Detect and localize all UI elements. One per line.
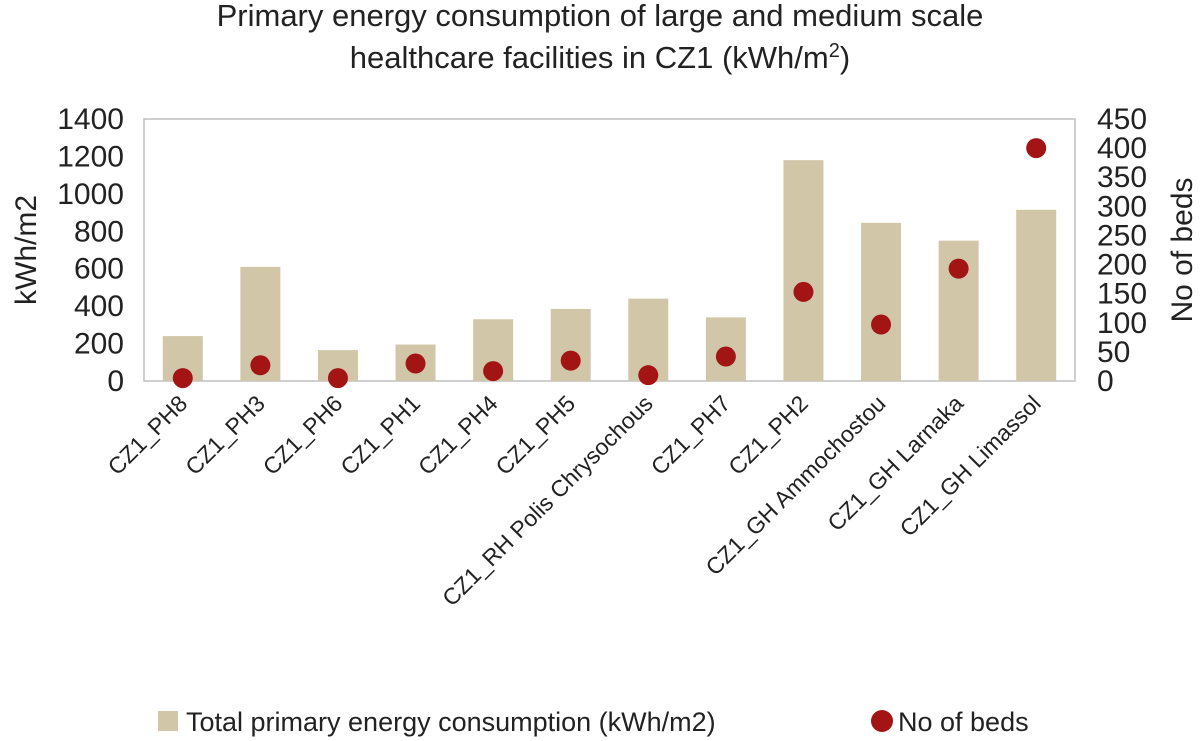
category-label-7: CZ1_PH7	[646, 390, 736, 480]
right-axis-title: No of beds	[1166, 177, 1199, 322]
plot-area	[143, 118, 1076, 382]
beds-series	[172, 138, 1047, 389]
chart-title-line-2: healthcare facilities in CZ1 (kWh/m2)	[350, 40, 850, 75]
right-tick-0: 0	[1097, 365, 1114, 398]
left-tick-7: 1400	[57, 103, 124, 136]
right-tick-5: 250	[1097, 219, 1147, 252]
chart-title-line-2-suffix: )	[840, 40, 850, 75]
category-label-0: CZ1_PH8	[103, 390, 193, 480]
category-label-4: CZ1_PH4	[413, 390, 503, 480]
beds-point-9	[871, 314, 892, 335]
beds-point-4	[483, 361, 504, 382]
left-tick-3: 600	[74, 253, 124, 286]
legend-bar-swatch	[158, 711, 178, 731]
right-tick-6: 300	[1097, 190, 1147, 223]
left-axis-title: kWh/m2	[10, 195, 43, 305]
beds-point-10	[948, 258, 969, 279]
category-label-10: CZ1_GH Larnaka	[822, 390, 968, 536]
legend-dot-label: No of beds	[898, 707, 1029, 737]
beds-point-0	[172, 368, 193, 389]
legend: Total primary energy consumption (kWh/m2…	[158, 707, 1029, 737]
left-axis-ticks: 0 200 400 600 800 1000 1200 1400	[57, 103, 124, 398]
right-tick-7: 350	[1097, 161, 1147, 194]
right-tick-3: 150	[1097, 278, 1147, 311]
chart-title-superscript: 2	[829, 40, 840, 62]
beds-point-11	[1026, 138, 1047, 159]
category-label-2: CZ1_PH6	[258, 390, 348, 480]
category-label-3: CZ1_PH1	[335, 390, 425, 480]
bar-8	[783, 160, 824, 381]
left-tick-1: 200	[74, 328, 124, 361]
chart-title-line-1: Primary energy consumption of large and …	[217, 0, 984, 33]
right-tick-1: 50	[1097, 336, 1130, 369]
beds-point-5	[560, 350, 581, 371]
left-tick-2: 400	[74, 290, 124, 323]
right-tick-9: 450	[1097, 103, 1147, 136]
category-label-11: CZ1_GH Limassol	[895, 390, 1046, 541]
legend-bar-label: Total primary energy consumption (kWh/m2…	[186, 707, 716, 737]
beds-point-1	[250, 355, 271, 376]
beds-point-3	[405, 353, 426, 374]
category-label-1: CZ1_PH3	[180, 390, 270, 480]
beds-point-2	[327, 368, 348, 389]
left-tick-6: 1200	[57, 140, 124, 173]
beds-point-7	[715, 346, 736, 367]
right-tick-2: 100	[1097, 307, 1147, 340]
bar-9	[861, 222, 902, 381]
right-tick-4: 200	[1097, 249, 1147, 282]
legend-dot-swatch	[871, 710, 893, 732]
bar-11	[1016, 209, 1057, 381]
chart-title-line-2-prefix: healthcare facilities in CZ1 (kWh/m	[350, 40, 829, 75]
left-tick-5: 1000	[57, 178, 124, 211]
beds-point-8	[793, 281, 814, 302]
bar-series	[162, 160, 1057, 381]
left-tick-4: 800	[74, 215, 124, 248]
beds-point-6	[638, 365, 659, 386]
left-tick-0: 0	[107, 365, 124, 398]
right-tick-8: 400	[1097, 132, 1147, 165]
